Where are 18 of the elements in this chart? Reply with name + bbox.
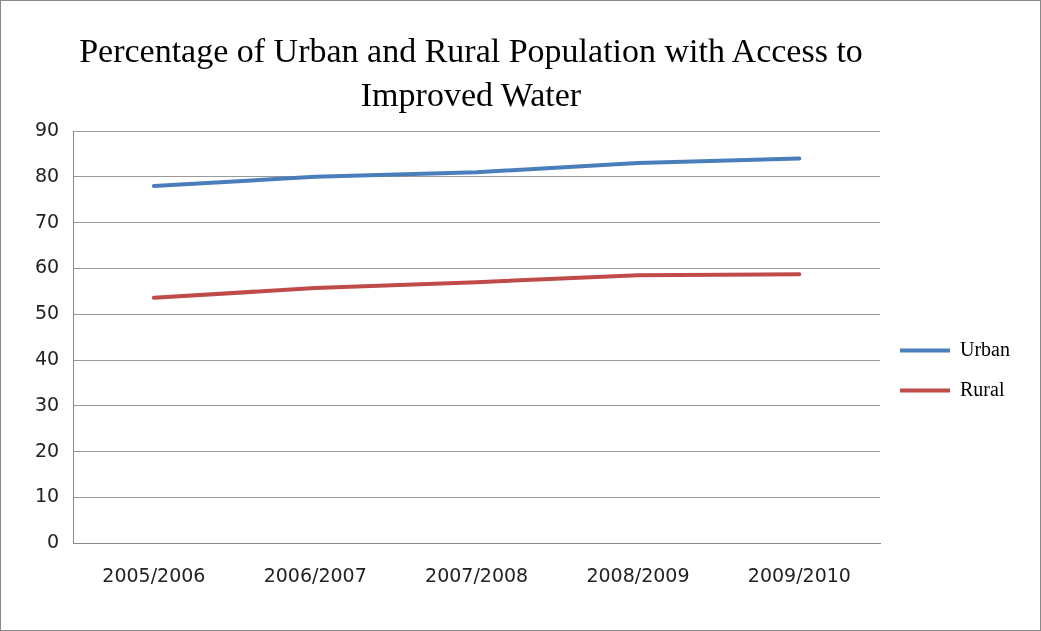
y-tick-label: 50 (34, 301, 60, 324)
x-tick-label: 2005/2006 (102, 563, 206, 586)
x-tick-label: 2008/2009 (586, 563, 690, 586)
y-tick-label: 20 (34, 438, 60, 461)
y-tick-label: 30 (34, 392, 60, 415)
legend-label: Urban (960, 337, 1010, 360)
y-tick-label: 0 (47, 530, 60, 553)
y-tick-label: 60 (34, 255, 60, 278)
y-tick-label: 10 (34, 484, 60, 507)
x-tick-label: 2007/2008 (425, 563, 529, 586)
y-tick-label: 70 (34, 209, 60, 232)
legend-label: Rural (960, 377, 1005, 400)
y-tick-label: 80 (34, 163, 60, 186)
y-tick-label: 40 (34, 346, 60, 369)
x-tick-label: 2006/2007 (263, 563, 367, 586)
chart-title: Percentage of Urban and Rural Population with Access to Improved Water (78, 31, 864, 115)
x-tick-label: 2009/2010 (747, 563, 851, 586)
y-tick-label: 90 (34, 117, 60, 140)
